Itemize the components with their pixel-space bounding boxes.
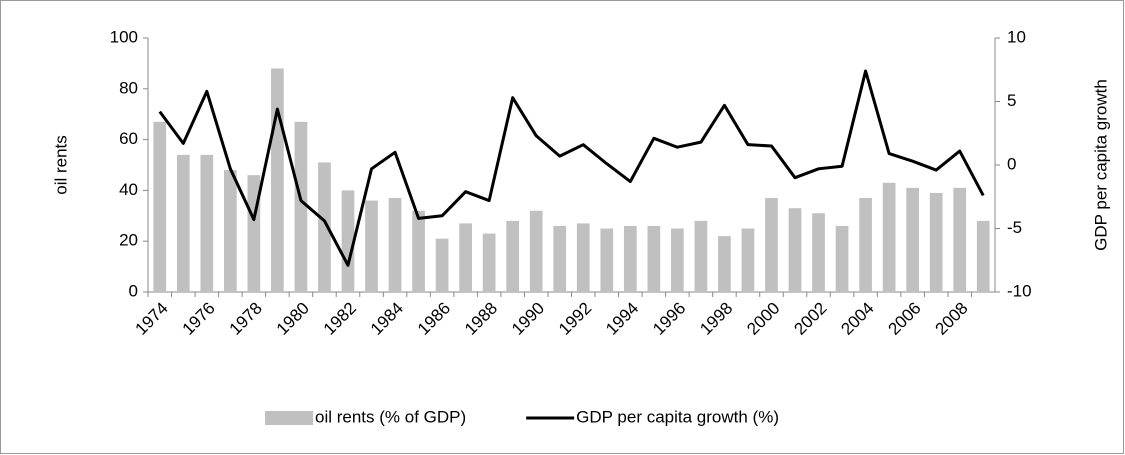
- y2-tick-label: -5: [1007, 218, 1022, 237]
- line: [158, 69, 985, 267]
- bar: [835, 225, 849, 292]
- bar: [976, 220, 990, 292]
- legend-swatch: [265, 411, 313, 425]
- y2-tick-label: 5: [1007, 91, 1016, 110]
- bar: [200, 154, 214, 292]
- bar: [553, 225, 567, 292]
- legend-label: GDP per capita growth (%): [576, 407, 779, 426]
- y-tick-label: 40: [119, 180, 138, 199]
- bar: [953, 187, 967, 292]
- y-tick-label: 20: [119, 231, 138, 250]
- bar: [341, 190, 355, 292]
- bar: [223, 170, 237, 292]
- bar: [482, 233, 496, 292]
- bar: [271, 68, 284, 292]
- bar: [153, 121, 167, 292]
- y2-tick-label: -10: [1007, 281, 1032, 300]
- bar: [859, 198, 872, 292]
- bar: [506, 220, 520, 292]
- y2-axis-title: GDP per capita growth: [1091, 79, 1110, 251]
- y-tick-label: 60: [119, 129, 138, 148]
- bar: [906, 187, 920, 292]
- bar: [765, 198, 778, 292]
- bar: [929, 192, 943, 292]
- bar: [388, 198, 402, 292]
- bar: [176, 154, 190, 292]
- bar: [788, 208, 802, 292]
- y2-tick-label: 0: [1007, 154, 1016, 173]
- bar: [576, 223, 590, 292]
- y-tick-label: 80: [119, 78, 138, 97]
- bar: [318, 162, 331, 292]
- legend-label: oil rents (% of GDP): [315, 407, 466, 426]
- bar: [812, 213, 825, 292]
- y2-tick-label: 10: [1007, 27, 1026, 46]
- bar: [294, 121, 308, 292]
- bar: [718, 236, 731, 292]
- bar: [435, 238, 449, 292]
- y-tick-label: 100: [110, 27, 138, 46]
- bar: [694, 220, 708, 292]
- y-tick-label: 0: [129, 281, 138, 300]
- bar: [671, 228, 684, 292]
- bar: [882, 182, 896, 292]
- bar: [623, 225, 637, 292]
- bar: [459, 223, 472, 292]
- bar: [529, 210, 543, 292]
- bar: [600, 228, 614, 292]
- y-axis-title: oil rents: [51, 135, 70, 195]
- bar: [365, 200, 378, 292]
- bar: [412, 210, 425, 292]
- bar: [647, 225, 661, 292]
- bar: [741, 228, 755, 292]
